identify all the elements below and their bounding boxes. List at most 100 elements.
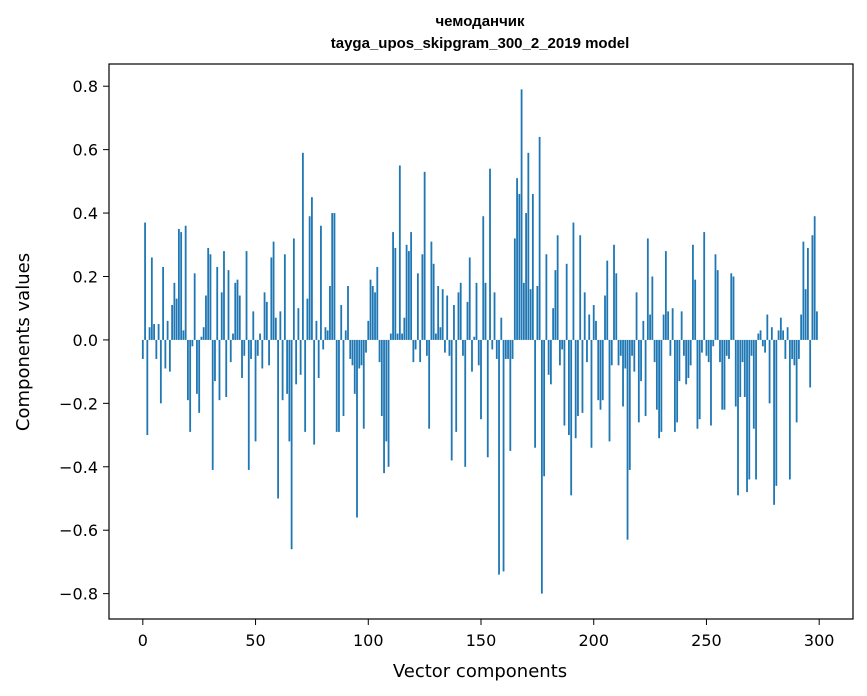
bar-57 [270,257,273,340]
bar-195 [581,339,584,413]
bar-72 [304,339,307,432]
y-tick-label: 0.0 [73,331,98,350]
bar-149 [477,339,480,366]
bar-226 [651,276,654,340]
x-tick-label: 50 [245,631,265,650]
bar-162 [507,339,509,359]
bar-296 [809,339,812,388]
bar-273 [757,333,760,340]
bar-87 [338,339,340,432]
bar-85 [333,213,336,340]
bar-186 [561,339,564,350]
bar-63 [283,254,286,340]
bar-193 [577,339,579,417]
bar-100 [367,320,370,340]
bar-43 [238,295,241,340]
bar-90 [344,330,347,340]
bar-28 [205,295,207,340]
bar-37 [225,339,228,397]
bar-113 [396,333,399,340]
bar-206 [606,260,609,340]
chart-subtitle: tayga_upos_skipgram_300_2_2019 model [331,35,630,52]
x-tick-label: 100 [353,631,384,650]
bar-196 [583,292,586,340]
bar-81 [324,327,327,340]
bar-127 [428,339,431,429]
bar-67 [292,238,295,340]
bar-179 [545,254,548,340]
bar-61 [279,311,282,340]
bar-238 [678,339,681,382]
bar-53 [261,339,264,369]
bar-132 [439,327,442,340]
bar-271 [752,339,755,429]
y-tick-label: 0.2 [73,267,98,286]
bar-70 [299,339,302,375]
bar-192 [574,339,577,439]
bar-244 [692,244,694,340]
bar-136 [448,339,451,356]
bar-276 [764,339,766,353]
bar-125 [423,171,426,340]
bar-248 [701,339,703,353]
bar-173 [531,194,534,340]
bar-257 [721,339,724,410]
bar-92 [349,339,352,359]
bar-216 [628,339,631,470]
bar-124 [421,254,424,340]
bar-13 [171,305,174,340]
bar-33 [216,266,219,340]
bar-133 [441,289,444,340]
y-axis-ticks: −0.8 −0.6 −0.4 −0.2 0.0 0.2 0.4 0.6 0.8 [59,77,109,604]
bar-202 [597,339,600,401]
bar-15 [175,298,178,340]
bar-139 [455,339,458,432]
bar-52 [259,333,261,340]
bar-23 [193,273,196,340]
bar-272 [755,339,757,480]
bar-212 [619,339,622,356]
bar-84 [331,213,334,340]
bar-243 [689,339,692,366]
y-tick-label: 0.8 [73,77,98,96]
bar-1 [144,222,146,340]
bar-22 [191,339,194,347]
bar-155 [491,339,494,350]
bar-29 [207,247,210,340]
bar-237 [676,339,679,423]
bar-3 [148,327,151,340]
bar-82 [326,330,329,340]
bar-120 [412,339,415,363]
bar-201 [595,320,597,340]
bar-86 [335,339,338,432]
bar-215 [626,339,629,540]
bar-164 [511,339,514,359]
bar-99 [365,339,367,353]
x-tick-label: 250 [691,631,722,650]
bar-214 [624,339,627,369]
x-axis-label: Vector components [393,661,567,682]
bar-172 [529,289,532,340]
bar-94 [353,339,356,394]
bar-103 [374,292,376,340]
bar-78 [317,339,320,378]
bar-50 [254,339,257,442]
bar-278 [768,339,771,404]
bar-20 [187,339,189,401]
bar-128 [430,241,433,340]
bar-75 [311,197,313,340]
bar-211 [617,339,620,366]
bar-154 [489,168,491,340]
bar-115 [401,333,403,340]
bar-140 [457,292,460,340]
bar-197 [586,339,588,363]
bar-222 [642,320,645,340]
bar-234 [669,339,672,356]
bar-263 [734,339,737,407]
bar-117 [405,244,408,340]
bar-165 [513,238,516,340]
bar-227 [653,339,656,363]
bar-39 [229,339,232,363]
bar-47 [247,339,250,470]
